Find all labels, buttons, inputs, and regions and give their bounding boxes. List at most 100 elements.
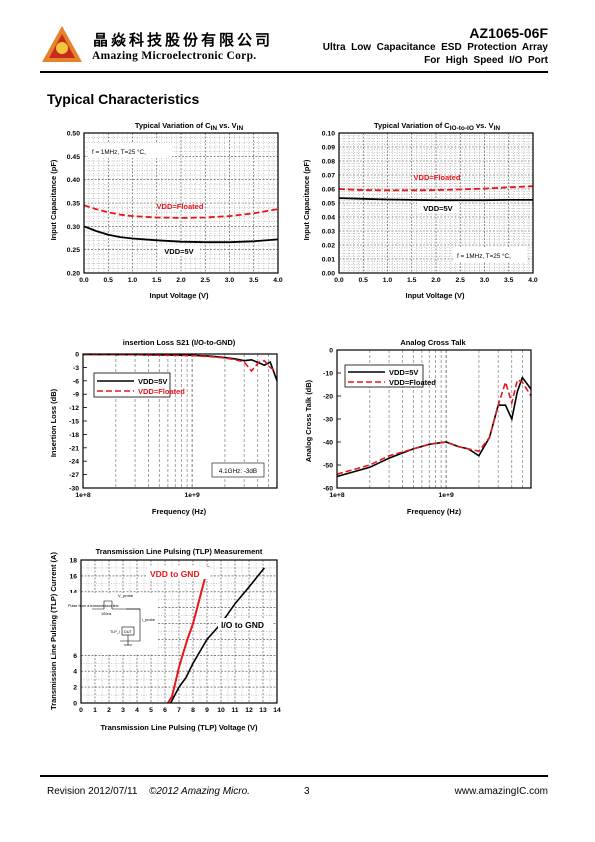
- y-tick-label: 6: [73, 653, 77, 660]
- header-rule: [40, 71, 548, 73]
- y-tick-label: 16: [69, 573, 77, 580]
- x-tick-label: 1e+8: [329, 492, 345, 499]
- cin-y-ticks: 0.20 0.25 0.30 0.35 0.40 0.45 0.50: [67, 131, 80, 278]
- y-tick-label: 4: [73, 669, 77, 676]
- cio-y-ticks: 0.00 0.01 0.02 0.03 0.04 0.05 0.06 0.07 0.08 0.09…: [322, 131, 335, 278]
- x-tick-label: 8: [191, 707, 195, 714]
- y-tick-label: -20: [323, 394, 333, 401]
- tlp-chart: Transmission Line Pulsing (TLP) Measurem…: [49, 547, 281, 732]
- tlp-inset-circuit: V_probe Pulse from a transmission line 1…: [54, 593, 158, 653]
- x-tick-label: 4.0: [273, 277, 283, 284]
- cio-xlabel: Input Voltage (V): [405, 291, 465, 300]
- cio-label-floated: VDD=Floated: [414, 173, 461, 182]
- ct-legend: VDD=5V VDD=Floated: [344, 364, 436, 388]
- y-tick-label: -24: [69, 459, 79, 466]
- tlp-series-vdd: [166, 566, 210, 704]
- tlp-label-io: I/O to GND: [221, 620, 264, 630]
- x-tick-label: 1e+9: [184, 492, 200, 499]
- x-tick-label: 3.0: [225, 277, 235, 284]
- y-tick-label: -12: [69, 405, 79, 412]
- tlp-label-io-bg: [218, 618, 272, 630]
- footer-copyright: ©2012 Amazing Micro.: [149, 786, 250, 797]
- ct-y-ticks: 0 -10 -20 -30 -40 -50 -60: [323, 348, 341, 493]
- x-tick-label: 0.5: [104, 277, 114, 284]
- tlp-plot-frame: [80, 559, 278, 704]
- y-tick-label: 0.09: [322, 145, 335, 152]
- x-tick-label: 1.0: [128, 277, 138, 284]
- header-subtitle-1: Ultra Low Capacitance ESD Protection Arr…: [322, 42, 548, 53]
- y-tick-label: -30: [69, 486, 79, 493]
- x-tick-label: 14: [273, 707, 281, 714]
- il-chart-title: insertion Loss S21 (I/O-to-GND): [123, 338, 236, 347]
- y-tick-label: -21: [69, 445, 79, 452]
- footer-url[interactable]: www.amazingIC.com: [454, 786, 548, 797]
- x-tick-label: 9: [205, 707, 209, 714]
- y-tick-label: -40: [323, 440, 333, 447]
- y-tick-label: 0: [75, 352, 79, 359]
- tlp-x-ticks: 0 1 2 3 4 5 6 7 8 9 10 11 12 13 14: [79, 707, 281, 714]
- il-legend: VDD=5V VDD=Floated: [93, 372, 185, 398]
- x-tick-label: 0.5: [359, 277, 369, 284]
- x-tick-label: 13: [259, 707, 267, 714]
- tlp-label-vdd: VDD to GND: [150, 569, 200, 579]
- y-tick-label: 0: [329, 348, 333, 355]
- company-name-en: Amazing Microelectronic Corp.: [92, 50, 257, 62]
- footer-rule: [40, 775, 548, 777]
- ct-plot-frame: [336, 349, 532, 489]
- y-tick-label: 0.04: [322, 215, 335, 222]
- il-chart: insertion Loss S21 (I/O-to-GND) 0 -3 -6 -9 -…: [49, 338, 278, 516]
- x-tick-label: 2.0: [431, 277, 441, 284]
- y-tick-label: -27: [69, 472, 79, 479]
- cin-series-vdd5v: [83, 225, 279, 244]
- x-tick-label: 1e+9: [438, 492, 454, 499]
- y-tick-label: 0.08: [322, 159, 335, 166]
- tlp-xlabel: Transmission Line Pulsing (TLP) Voltage …: [101, 723, 258, 732]
- x-tick-label: 0.0: [334, 277, 344, 284]
- cin-label-floated: VDD=Floated: [157, 202, 204, 211]
- cin-label-5v-bg: [158, 245, 200, 256]
- cio-condition: f = 1MHz, T=25 °C,: [457, 252, 511, 260]
- footer-revision: Revision 2012/07/11: [47, 786, 138, 797]
- y-tick-label: 0.01: [322, 257, 335, 264]
- company-name-cn: 晶焱科技股份有限公司: [93, 31, 274, 49]
- cio-chart: Typical Variation of CIO-to-IO vs. VIN 0…: [302, 121, 538, 300]
- y-tick-label: 0.40: [67, 177, 80, 184]
- footer-page-number: 3: [304, 786, 310, 797]
- y-tick-label: -18: [69, 432, 79, 439]
- y-tick-label: -30: [323, 417, 333, 424]
- cio-series-vdd5v: [338, 197, 533, 202]
- x-tick-label: 1.0: [383, 277, 393, 284]
- y-tick-label: -6: [73, 378, 79, 385]
- ct-legend-vdd5v: VDD=5V: [389, 368, 418, 377]
- y-tick-label: 0.30: [67, 224, 80, 231]
- il-xlabel: Frequency (Hz): [152, 507, 207, 516]
- cin-series-floated: [83, 204, 279, 219]
- y-tick-label: -50: [323, 463, 333, 470]
- x-tick-label: 4: [135, 707, 139, 714]
- il-plot-frame: [82, 353, 278, 489]
- header-subtitle-2: For High Speed I/O Port: [424, 55, 548, 66]
- il-y-ticks: 0 -3 -6 -9 -12 -15 -18 -21 -24 -27 -30: [69, 352, 87, 493]
- il-legend-vdd5v: VDD=5V: [138, 377, 167, 386]
- cio-condition-box: [453, 247, 527, 262]
- part-number: AZ1065-06F: [469, 25, 548, 41]
- x-tick-label: 10: [217, 707, 225, 714]
- tlp-series-io: [169, 567, 266, 704]
- cin-x-ticks: 0.0 0.5 1.0 1.5 2.0 2.5 3.0 3.5 4.0: [79, 277, 283, 284]
- cin-condition: f = 1MHz, T=25 °C,: [92, 148, 146, 156]
- cio-x-ticks: 0.0 0.5 1.0 1.5 2.0 2.5 3.0 3.5 4.0: [334, 277, 538, 284]
- x-tick-label: 4.0: [528, 277, 538, 284]
- svg-text:I_probe: I_probe: [142, 618, 155, 622]
- cin-ylabel: Input Capacitance (pF): [49, 159, 58, 240]
- x-tick-label: 11: [231, 707, 238, 714]
- y-tick-label: 0: [73, 701, 77, 708]
- y-tick-label: -3: [73, 365, 79, 372]
- il-annotation-box: [211, 462, 265, 478]
- ct-chart: Analog Cross Talk 0 -10 -20 -30 -40 -50 -60 1e…: [304, 338, 532, 516]
- cio-series-floated: [338, 185, 534, 192]
- x-tick-label: 3.0: [480, 277, 490, 284]
- y-tick-label: 0.25: [67, 247, 80, 254]
- x-tick-label: 2.0: [176, 277, 186, 284]
- cin-xlabel: Input Voltage (V): [149, 291, 209, 300]
- x-tick-label: 2: [107, 707, 111, 714]
